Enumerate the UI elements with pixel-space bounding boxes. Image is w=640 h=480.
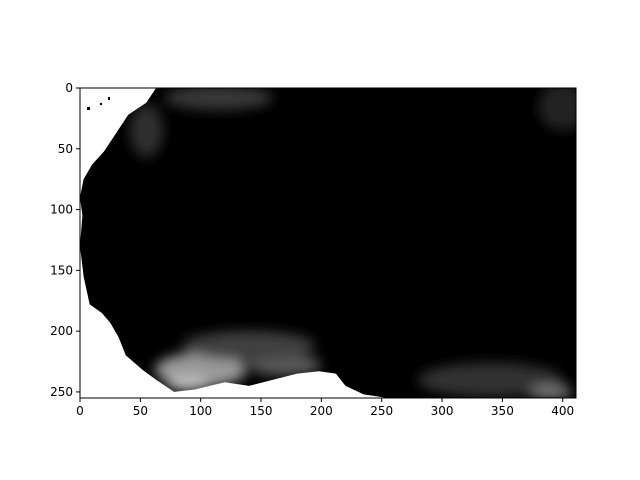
x-tick-label: 150 xyxy=(250,404,273,418)
speck xyxy=(100,103,102,105)
y-tick-label: 50 xyxy=(58,142,73,156)
x-tick-label: 0 xyxy=(76,404,84,418)
x-tick-label: 50 xyxy=(133,404,148,418)
bright-region xyxy=(528,384,573,398)
x-tick-label: 350 xyxy=(491,404,514,418)
x-tick-label: 100 xyxy=(189,404,212,418)
bright-region xyxy=(164,88,274,110)
bright-region xyxy=(182,331,316,361)
bright-region xyxy=(538,88,576,131)
y-tick-label: 0 xyxy=(65,81,73,95)
heatmap-image xyxy=(80,88,576,398)
y-tick-label: 150 xyxy=(50,263,73,277)
y-axis: 0 50 100 150 200 250 xyxy=(50,81,80,399)
bright-region xyxy=(417,362,563,397)
x-tick-label: 250 xyxy=(370,404,393,418)
bright-regions xyxy=(129,88,576,398)
y-tick-label: 200 xyxy=(50,324,73,338)
speck xyxy=(108,97,110,100)
bright-region xyxy=(129,103,164,158)
x-tick-label: 400 xyxy=(551,404,574,418)
axes-frame xyxy=(79,87,577,399)
masked-region xyxy=(80,88,388,398)
speck xyxy=(87,107,90,110)
plot-area xyxy=(80,88,576,398)
y-tick-label: 100 xyxy=(50,203,73,217)
bright-region xyxy=(166,376,211,391)
masked-specks xyxy=(87,97,110,110)
x-tick-label: 200 xyxy=(310,404,333,418)
x-tick-label: 300 xyxy=(431,404,454,418)
x-axis: 0 50 100 150 200 250 300 350 400 xyxy=(76,398,574,418)
y-tick-label: 250 xyxy=(50,385,73,399)
